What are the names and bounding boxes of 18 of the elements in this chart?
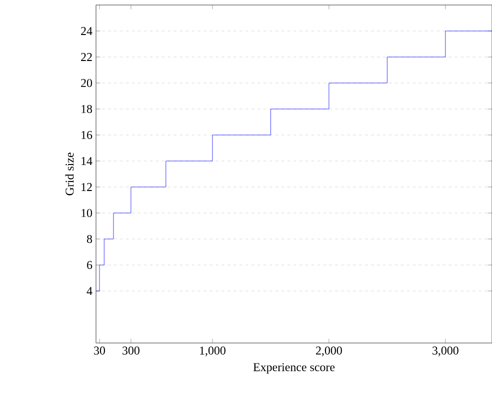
x-tick-label: 3,000 bbox=[432, 346, 458, 356]
y-tick-label: 16 bbox=[82, 130, 92, 140]
x-tick-label: 30 bbox=[94, 346, 106, 355]
y-tick-label: 14 bbox=[82, 157, 92, 165]
y-tick-label: 20 bbox=[81, 78, 92, 88]
y-tick-label: 24 bbox=[81, 27, 92, 35]
y-axis-title: Grid size bbox=[65, 152, 74, 196]
y-tick-label: 4 bbox=[86, 287, 92, 295]
x-tick-label: 300 bbox=[122, 346, 140, 355]
x-tick-label: 2,000 bbox=[316, 346, 342, 356]
x-axis-title: Experience score bbox=[253, 363, 335, 374]
x-tick-label: 1,000 bbox=[200, 346, 226, 356]
y-tick-label: 8 bbox=[86, 234, 92, 244]
y-tick-label: 18 bbox=[82, 104, 92, 114]
y-tick-label: 10 bbox=[82, 208, 92, 218]
y-tick-label: 22 bbox=[81, 53, 92, 61]
y-tick-label: 6 bbox=[87, 260, 92, 270]
y-tick-label: 12 bbox=[82, 183, 92, 191]
